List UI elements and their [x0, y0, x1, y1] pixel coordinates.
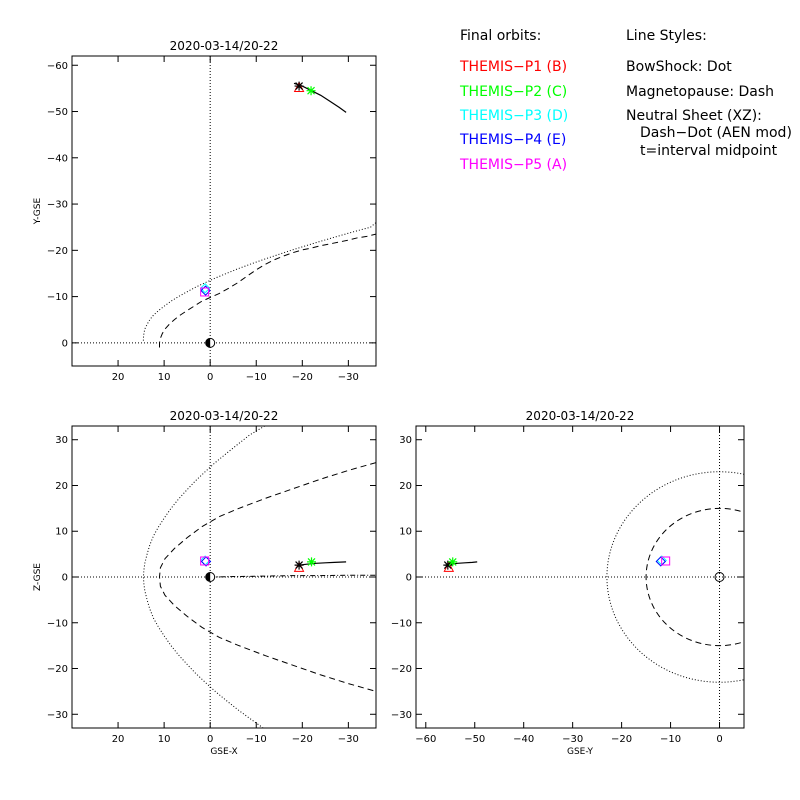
x-tick-label: −20 — [611, 734, 632, 745]
x-tick-label: 10 — [158, 734, 171, 745]
earth-night-side — [205, 338, 211, 348]
y-tick-label: −10 — [47, 618, 68, 629]
panel-xz: 20 10 0 −10 −20 −30 −30 −20 −10 0 10 20 30 2020-03-14… — [33, 409, 377, 757]
x-tick-label: −10 — [246, 372, 267, 383]
y-tick-label: −20 — [47, 664, 68, 675]
panel-title: 2020-03-14/20-22 — [526, 409, 635, 423]
x-tick-label: −10 — [246, 734, 267, 745]
neutral-sheet-line — [210, 574, 376, 578]
marker-asterisk — [443, 560, 453, 570]
plot-area — [72, 426, 376, 728]
marker-asterisk — [448, 557, 458, 567]
y-tick-label: 10 — [399, 527, 412, 538]
panel-title: 2020-03-14/20-22 — [170, 409, 279, 423]
x-tick-label: 0 — [207, 372, 213, 383]
x-tick-label: 10 — [158, 372, 171, 383]
y-tick-label: −20 — [47, 246, 68, 257]
panel-title: 2020-03-14/20-22 — [170, 39, 279, 53]
line-style-dash-dot: Dash−Dot (AEN mod) — [640, 125, 792, 141]
final-orbits-title: Final orbits: — [460, 28, 541, 44]
y-tick-label: −60 — [47, 61, 68, 72]
x-tick-label: −30 — [338, 372, 359, 383]
x-tick-label: −40 — [513, 734, 534, 745]
marker-square — [200, 287, 210, 297]
marker-asterisk — [294, 81, 304, 91]
y-tick-label: 30 — [55, 435, 68, 446]
y-tick-label: −30 — [47, 710, 68, 721]
panel-yz: −60 −50 −40 −30 −20 −10 0 −30 −20 −10 0 10 20 30 2020-… — [391, 409, 745, 757]
legend-probe-p4: THEMIS−P4 (E) — [459, 132, 566, 148]
x-tick-label: −20 — [292, 734, 313, 745]
magnetopause-circle — [645, 507, 744, 647]
x-tick-label: −20 — [292, 372, 313, 383]
x-tick-label: −60 — [415, 734, 436, 745]
y-tick-label: −40 — [47, 153, 68, 164]
y-tick-label: 20 — [399, 481, 412, 492]
marker-diamond — [655, 556, 666, 567]
line-style-neutral-sheet: Neutral Sheet (XZ): — [626, 108, 762, 124]
line-style-midpoint: t=interval midpoint — [640, 143, 778, 159]
marker-triangle — [293, 81, 305, 92]
y-tick-label: −50 — [47, 107, 68, 118]
marker-asterisk — [306, 86, 316, 96]
plot-frame — [415, 425, 745, 729]
x-tick-label: 0 — [716, 734, 722, 745]
legend-probe-p5: THEMIS−P5 (A) — [459, 157, 567, 173]
orbit-track — [299, 561, 347, 566]
legend-probe-p3: THEMIS−P3 (D) — [459, 108, 568, 124]
y-tick-label: −20 — [391, 664, 412, 675]
earth-marker — [714, 572, 725, 582]
bow-shock-line — [142, 222, 376, 341]
magnetopause-line — [159, 233, 376, 348]
earth-night-side — [205, 572, 211, 582]
x-tick-label: 20 — [112, 734, 125, 745]
y-tick-label: 0 — [62, 338, 68, 349]
x-tick-label: −50 — [464, 734, 485, 745]
marker-asterisk — [307, 557, 317, 567]
plot-area — [416, 426, 744, 728]
legend: Final orbits: THEMIS−P1 (B) THEMIS−P2 (C… — [459, 28, 792, 173]
marker-diamond — [199, 283, 211, 294]
marker-asterisk — [294, 560, 304, 570]
y-tick-label: 20 — [55, 481, 68, 492]
y-tick-label: 0 — [62, 573, 68, 584]
x-tick-label: 0 — [207, 734, 213, 745]
y-axis-label: Z-GSE — [33, 563, 43, 591]
line-style-bowshock: BowShock: Dot — [626, 59, 732, 75]
x-axis-label: GSE-Y — [567, 747, 594, 757]
marker-square — [200, 556, 210, 566]
x-tick-label: −30 — [338, 734, 359, 745]
x-tick-label: −30 — [562, 734, 583, 745]
line-styles-title: Line Styles: — [626, 28, 707, 44]
y-axis-label: Y-GSE — [33, 198, 43, 226]
panel-xy: 20 10 0 −10 −20 −30 0 −10 −20 −30 −40 −50 −60 2020-03… — [33, 39, 377, 383]
y-tick-label: 30 — [399, 435, 412, 446]
y-tick-label: −30 — [47, 200, 68, 211]
line-style-magnetopause: Magnetopause: Dash — [626, 84, 774, 100]
y-tick-label: −10 — [391, 618, 412, 629]
y-tick-label: 0 — [406, 573, 412, 584]
legend-probe-p2: THEMIS−P2 (C) — [459, 84, 567, 100]
x-axis-label: GSE-X — [210, 747, 237, 757]
legend-probe-p1: THEMIS−P1 (B) — [459, 59, 567, 75]
x-tick-label: −10 — [660, 734, 681, 745]
x-tick-label: 20 — [112, 372, 125, 383]
plot-area — [72, 56, 376, 366]
magnetopause-line — [158, 462, 376, 692]
bow-shock-line — [142, 426, 266, 728]
marker-square — [661, 556, 671, 566]
y-tick-label: −30 — [391, 710, 412, 721]
plot-frame — [71, 55, 377, 367]
y-tick-label: −10 — [47, 292, 68, 303]
y-tick-label: 10 — [55, 527, 68, 538]
